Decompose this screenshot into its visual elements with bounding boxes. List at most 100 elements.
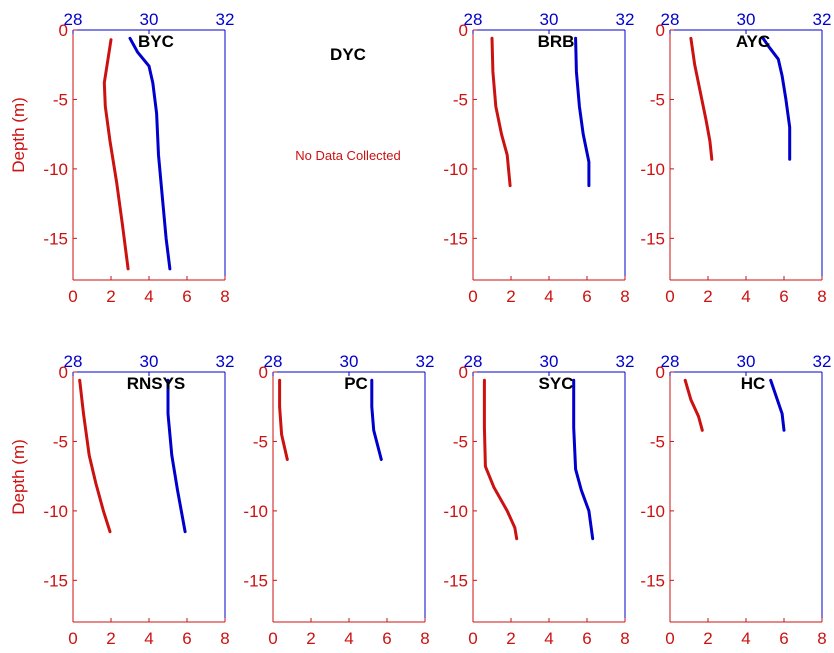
salinity-profile-line xyxy=(490,36,512,188)
depth-tick-label: -10 xyxy=(640,502,665,521)
depth-tick-label: -5 xyxy=(253,432,268,451)
salinity-tick-label: 6 xyxy=(182,629,191,648)
salinity-tick-label: 4 xyxy=(144,629,153,648)
salinity-tick-label: 8 xyxy=(817,629,826,648)
salinity-profile-line xyxy=(102,38,130,271)
panel-title: RNSYS xyxy=(127,374,186,393)
depth-tick-label: -10 xyxy=(243,502,268,521)
salinity-tick-label: 2 xyxy=(106,287,115,306)
temperature-tick-label: 28 xyxy=(464,352,483,371)
depth-tick-label: -10 xyxy=(443,160,468,179)
depth-tick-label: -15 xyxy=(443,229,468,248)
salinity-tick-label: 6 xyxy=(382,629,391,648)
panel-byc: 0 2 4 6 8 28 30 32 0 -5 -10 -15 BYC xyxy=(43,10,234,306)
salinity-tick-label: 0 xyxy=(68,287,77,306)
temperature-tick-label: 28 xyxy=(264,352,283,371)
temperature-tick-label: 32 xyxy=(813,352,832,371)
depth-tick-label: 0 xyxy=(459,21,468,40)
temperature-profile-line xyxy=(166,378,187,534)
temperature-tick-label: 28 xyxy=(64,352,83,371)
panel-title: BYC xyxy=(138,32,174,51)
depth-tick-label: -10 xyxy=(640,160,665,179)
salinity-tick-label: 0 xyxy=(665,629,674,648)
salinity-profile-line xyxy=(78,378,112,534)
temperature-profile-line xyxy=(761,36,792,161)
salinity-tick-label: 8 xyxy=(620,287,629,306)
depth-tick-label: -5 xyxy=(53,90,68,109)
temperature-profile-line xyxy=(128,36,172,271)
depth-tick-label: -15 xyxy=(43,571,68,590)
salinity-tick-label: 2 xyxy=(703,629,712,648)
depth-tick-label: -5 xyxy=(453,90,468,109)
depth-tick-label: 0 xyxy=(656,21,665,40)
salinity-tick-label: 2 xyxy=(703,287,712,306)
panel-ayc: 0 2 4 6 8 28 30 32 0 -5 -10 -15 AYC xyxy=(640,10,831,306)
depth-tick-label: 0 xyxy=(259,363,268,382)
salinity-tick-label: 8 xyxy=(220,287,229,306)
salinity-tick-label: 8 xyxy=(817,287,826,306)
depth-tick-label: -15 xyxy=(43,229,68,248)
temperature-tick-label: 30 xyxy=(140,352,159,371)
temperature-tick-label: 32 xyxy=(216,352,235,371)
temperature-tick-label: 28 xyxy=(464,10,483,29)
panel-title: AYC xyxy=(736,32,770,51)
panel-brb: 0 2 4 6 8 28 30 32 0 -5 -10 -15 BRB xyxy=(443,10,634,306)
salinity-tick-label: 4 xyxy=(741,287,750,306)
panel-title: DYC xyxy=(330,45,366,64)
salinity-tick-label: 2 xyxy=(106,629,115,648)
salinity-tick-label: 4 xyxy=(544,629,553,648)
temperature-tick-label: 32 xyxy=(813,10,832,29)
temperature-profile-line xyxy=(370,378,383,461)
salinity-tick-label: 2 xyxy=(306,629,315,648)
temperature-profile-line xyxy=(572,378,595,541)
temperature-tick-label: 30 xyxy=(737,352,756,371)
salinity-tick-label: 8 xyxy=(420,629,429,648)
depth-tick-label: -15 xyxy=(443,571,468,590)
salinity-tick-label: 4 xyxy=(544,287,553,306)
temperature-tick-label: 30 xyxy=(540,352,559,371)
panel-rnsys: 0 2 4 6 8 28 30 32 0 -5 -10 -15 RNSYS xyxy=(43,352,234,648)
y-axis-label: Depth (m) xyxy=(9,439,28,515)
salinity-tick-label: 4 xyxy=(741,629,750,648)
temperature-tick-label: 30 xyxy=(737,10,756,29)
y-axis-label: Depth (m) xyxy=(9,97,28,173)
salinity-tick-label: 8 xyxy=(620,629,629,648)
salinity-tick-label: 2 xyxy=(506,287,515,306)
salinity-tick-label: 6 xyxy=(779,629,788,648)
panel-title: SYC xyxy=(539,374,574,393)
temperature-tick-label: 32 xyxy=(616,352,635,371)
temperature-profile-line xyxy=(769,378,786,432)
depth-tick-label: -15 xyxy=(640,229,665,248)
salinity-tick-label: 0 xyxy=(268,629,277,648)
salinity-tick-label: 4 xyxy=(344,629,353,648)
depth-tick-label: -5 xyxy=(53,432,68,451)
temperature-tick-label: 32 xyxy=(216,10,235,29)
temperature-tick-label: 28 xyxy=(661,10,680,29)
temperature-tick-label: 32 xyxy=(416,352,435,371)
temperature-tick-label: 28 xyxy=(661,352,680,371)
depth-tick-label: -10 xyxy=(43,502,68,521)
salinity-tick-label: 6 xyxy=(779,287,788,306)
depth-tick-label: -5 xyxy=(650,432,665,451)
panel-title: BRB xyxy=(538,32,575,51)
salinity-tick-label: 0 xyxy=(468,629,477,648)
depth-tick-label: -10 xyxy=(43,160,68,179)
salinity-tick-label: 0 xyxy=(468,287,477,306)
temperature-tick-label: 30 xyxy=(340,352,359,371)
depth-tick-label: -5 xyxy=(650,90,665,109)
salinity-profile-line xyxy=(689,36,714,161)
salinity-tick-label: 6 xyxy=(582,629,591,648)
panel-hc: 0 2 4 6 8 28 30 32 0 -5 -10 -15 HC xyxy=(640,352,831,648)
salinity-tick-label: 0 xyxy=(68,629,77,648)
temperature-tick-label: 30 xyxy=(540,10,559,29)
depth-tick-label: 0 xyxy=(459,363,468,382)
salinity-tick-label: 6 xyxy=(182,287,191,306)
panel-note: No Data Collected xyxy=(295,148,401,163)
depth-tick-label: -15 xyxy=(640,571,665,590)
salinity-tick-label: 8 xyxy=(220,629,229,648)
depth-tick-label: -15 xyxy=(243,571,268,590)
panel-pc: 0 2 4 6 8 28 30 32 0 -5 -10 -15 PC xyxy=(243,352,434,648)
depth-tick-label: 0 xyxy=(59,363,68,382)
salinity-tick-label: 4 xyxy=(144,287,153,306)
